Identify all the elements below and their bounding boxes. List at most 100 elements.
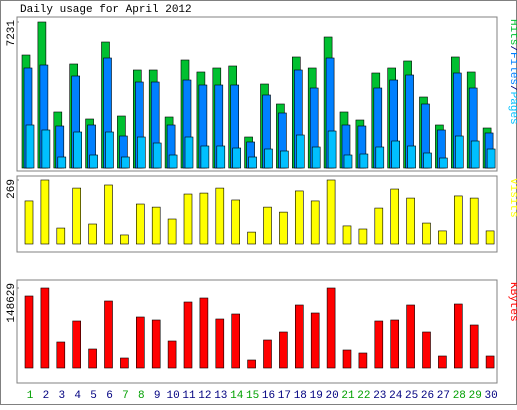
x-tick-label: 22 [357, 390, 370, 402]
x-tick-label: 14 [230, 390, 244, 402]
x-tick-label: 28 [453, 390, 466, 402]
bar [215, 318, 225, 369]
bar [247, 231, 256, 245]
bar [438, 230, 447, 245]
x-tick-label: 15 [246, 390, 259, 402]
bar [375, 146, 385, 169]
bar [199, 297, 209, 369]
legend: KBytes [507, 282, 517, 322]
bar [41, 129, 51, 169]
panel [16, 16, 498, 172]
x-tick-label: 5 [90, 390, 97, 402]
bar [439, 157, 448, 169]
x-tick-label: 6 [106, 390, 113, 402]
bar [56, 341, 66, 369]
bar [280, 150, 289, 169]
bar [231, 313, 240, 369]
bar [343, 154, 353, 169]
panel [16, 175, 498, 253]
bar [136, 316, 145, 369]
bar [105, 131, 114, 169]
bar [469, 197, 479, 245]
x-tick-label: 13 [214, 390, 227, 402]
bar [263, 206, 272, 245]
bar [358, 228, 368, 245]
bar [136, 203, 145, 245]
bar [264, 148, 273, 169]
legend-entry: Pages [507, 92, 517, 125]
bar [25, 124, 35, 169]
bar [327, 130, 337, 169]
bar [485, 355, 495, 369]
bar [88, 223, 97, 245]
x-tick-label: 11 [182, 390, 196, 402]
x-tick-label: 29 [469, 390, 482, 402]
bar [406, 304, 415, 369]
bar [72, 187, 81, 245]
bar [88, 348, 97, 369]
bar [390, 319, 400, 369]
bar [326, 179, 336, 245]
bar [247, 359, 256, 369]
x-tick-label: 12 [198, 390, 211, 402]
bar [423, 152, 432, 169]
x-tick-label: 9 [154, 390, 161, 402]
bar [310, 200, 320, 245]
x-tick-label: 21 [341, 390, 355, 402]
x-tick-label: 26 [421, 390, 434, 402]
x-tick-label: 3 [58, 390, 65, 402]
bar [485, 230, 495, 245]
x-tick-label: 23 [373, 390, 386, 402]
x-tick-label: 2 [43, 390, 50, 402]
bar [183, 301, 193, 369]
bar [454, 135, 464, 169]
bar [57, 156, 67, 169]
legend: Hits/Files/Pages [507, 19, 517, 125]
bar [72, 320, 81, 369]
bar [374, 320, 384, 369]
x-tick-label: 7 [122, 390, 129, 402]
legend-entry: KBytes [507, 282, 517, 322]
bar [279, 211, 288, 245]
bar [40, 179, 50, 245]
panel [16, 279, 498, 384]
chart-title: Daily usage for April 2012 [20, 4, 192, 16]
y-tick-label: 269 [6, 179, 18, 199]
legend-entry: Hits [507, 19, 517, 45]
bar [453, 195, 463, 245]
bar [453, 303, 463, 369]
bar [151, 319, 161, 369]
bar [89, 154, 98, 169]
legend-entry: Files [507, 52, 517, 85]
x-tick-label: 30 [484, 390, 497, 402]
bar [391, 140, 401, 169]
bar [167, 340, 177, 369]
legend-entry: Visits [507, 178, 517, 218]
bar [263, 339, 272, 369]
legend: Visits [507, 178, 517, 218]
bar [422, 331, 431, 369]
bar [121, 156, 130, 169]
bar [104, 184, 113, 245]
x-tick-label: 8 [138, 390, 145, 402]
x-tick-label: 27 [437, 390, 450, 402]
legend-separator: / [507, 45, 517, 52]
bar [183, 193, 193, 245]
bar [374, 207, 384, 245]
x-tick-label: 18 [294, 390, 307, 402]
bar [438, 355, 447, 369]
bar [137, 136, 146, 169]
bar [232, 147, 241, 169]
bar [359, 153, 369, 169]
x-tick-label: 19 [310, 390, 323, 402]
y-tick-label: 7231 [6, 20, 18, 47]
bar [279, 331, 288, 369]
bar [216, 145, 226, 169]
bar [56, 227, 66, 245]
bar [151, 206, 161, 245]
bar [24, 200, 34, 245]
bar [295, 134, 305, 169]
bar [342, 225, 352, 245]
bar [120, 357, 129, 369]
